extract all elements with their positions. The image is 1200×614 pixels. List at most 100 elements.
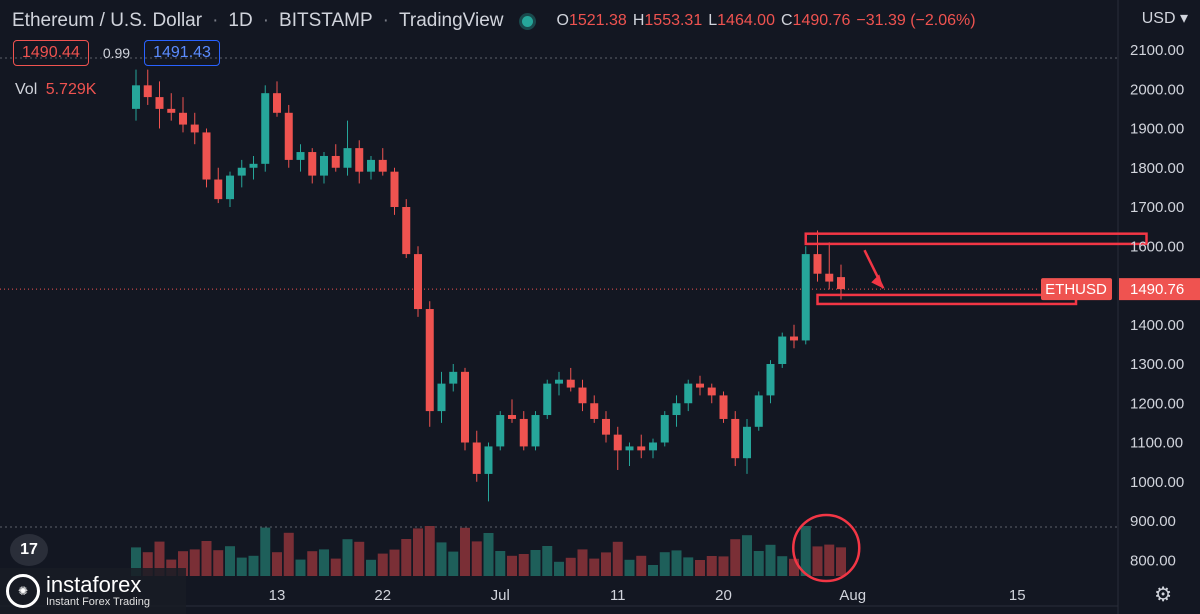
candle-body	[402, 207, 411, 255]
price-tick-label: 1000.00	[1130, 474, 1184, 491]
volume-bar	[154, 541, 165, 576]
price-tick-label: 2000.00	[1130, 81, 1184, 98]
last-price-label: 1490.76	[1130, 281, 1184, 298]
candle-body	[660, 415, 669, 443]
volume-bar	[272, 552, 282, 576]
volume-bar	[671, 550, 682, 576]
candle-body	[613, 434, 622, 451]
candle-body	[132, 85, 140, 109]
price-tick-label: 1600.00	[1130, 238, 1184, 255]
volume-bar	[589, 558, 600, 576]
candle-body	[437, 383, 446, 412]
ohlc-values: O1521.38 H1553.31 L1464.00 C1490.76 −31.…	[556, 12, 976, 29]
instaforex-logo-icon: ✺	[6, 574, 40, 608]
candle-body	[555, 379, 563, 384]
price-tick-label: 1900.00	[1130, 121, 1184, 138]
candle-body	[143, 85, 152, 98]
volume-bar	[800, 526, 811, 576]
candle-body	[766, 364, 775, 396]
candle-body	[543, 383, 552, 416]
candle-body	[273, 93, 281, 113]
last-price-tag	[1119, 278, 1200, 301]
time-axis[interactable]: 13 22 Jul 11 20 Aug 15	[269, 587, 1026, 604]
price-tick-label: 1100.00	[1130, 435, 1183, 452]
volume-bar	[518, 554, 529, 576]
candle-body	[202, 132, 211, 180]
volume-bar	[319, 549, 329, 576]
candle-body	[261, 93, 270, 164]
gear-icon[interactable]: ⚙	[1154, 584, 1172, 606]
candle-body	[590, 403, 599, 419]
volume-bar	[577, 549, 588, 576]
volume-bar	[742, 535, 752, 576]
interval[interactable]: 1D	[228, 10, 253, 31]
currency-selector[interactable]: USD ▾	[1141, 10, 1188, 27]
volume-bar	[401, 539, 412, 576]
volume-bar	[213, 550, 224, 576]
price-tick-label: 800.00	[1130, 552, 1176, 569]
volume-bar	[424, 526, 435, 576]
candle-body	[731, 418, 740, 459]
candle-body	[684, 383, 693, 404]
candle-body	[155, 97, 164, 109]
candle-body	[226, 175, 234, 200]
tradingview-logo-icon[interactable]: 17	[10, 534, 48, 566]
candle-body	[472, 442, 481, 474]
volume-bar	[730, 539, 741, 576]
volume-bar	[342, 539, 353, 576]
volume-bar	[366, 559, 376, 576]
volume-bar	[330, 558, 341, 576]
exchange: BITSTAMP	[279, 10, 373, 31]
symbol-tag-label: ETHUSD	[1045, 281, 1107, 298]
candle-body	[179, 112, 187, 125]
time-tick-label: 13	[269, 587, 286, 604]
volume-bar	[542, 546, 553, 576]
market-status-icon[interactable]	[521, 15, 533, 27]
candle-body	[531, 415, 540, 447]
candle-body	[414, 254, 422, 310]
volume-bar	[178, 551, 188, 576]
volume-bar	[530, 550, 541, 576]
volume-bar	[483, 533, 494, 576]
separator: ·	[262, 10, 270, 31]
volume-bar	[765, 544, 776, 576]
price-axis[interactable]: 2100.00 2000.00 1900.00 1800.00 1700.00 1600.…	[1041, 42, 1200, 569]
open-value: 1521.38	[568, 12, 627, 29]
arrow-head	[871, 274, 884, 289]
price-tick-label: 900.00	[1130, 513, 1176, 530]
candle-body	[637, 446, 646, 451]
candle-body	[284, 112, 293, 160]
candle-body	[343, 148, 352, 168]
volume-bar	[624, 559, 635, 576]
candle-body	[649, 442, 657, 451]
volume-bar	[236, 557, 247, 576]
sell-price-button[interactable]: 1490.44	[13, 40, 89, 66]
volume-bar	[612, 541, 623, 576]
candle-body	[508, 415, 516, 419]
buy-price-button[interactable]: 1491.43	[144, 40, 220, 66]
price-tick-label: 1300.00	[1130, 356, 1184, 373]
high-value: 1553.31	[644, 12, 703, 29]
candle-body	[801, 254, 810, 341]
spread-value: 0.99	[102, 45, 131, 61]
drawings[interactable]	[792, 232, 1148, 583]
symbol-name[interactable]: Ethereum / U.S. Dollar	[12, 10, 203, 31]
volume-bar	[354, 541, 365, 576]
volume-bar	[248, 555, 259, 576]
volume-bar	[706, 556, 717, 576]
volume-bar	[777, 556, 788, 576]
volume-bar	[824, 544, 835, 576]
volume-label: Vol	[15, 81, 38, 98]
volume-bar	[659, 552, 670, 576]
volume-bar	[495, 551, 506, 576]
candle-body	[602, 418, 610, 435]
time-tick-label: 20	[715, 587, 732, 604]
volume-bar	[683, 557, 694, 576]
candle-body	[813, 254, 822, 274]
candle-body	[167, 108, 176, 113]
volume-value: 5.729K	[45, 81, 97, 98]
volume-bar	[648, 565, 658, 576]
watermark-name: instaforex	[46, 572, 142, 597]
candle-body	[778, 336, 787, 364]
